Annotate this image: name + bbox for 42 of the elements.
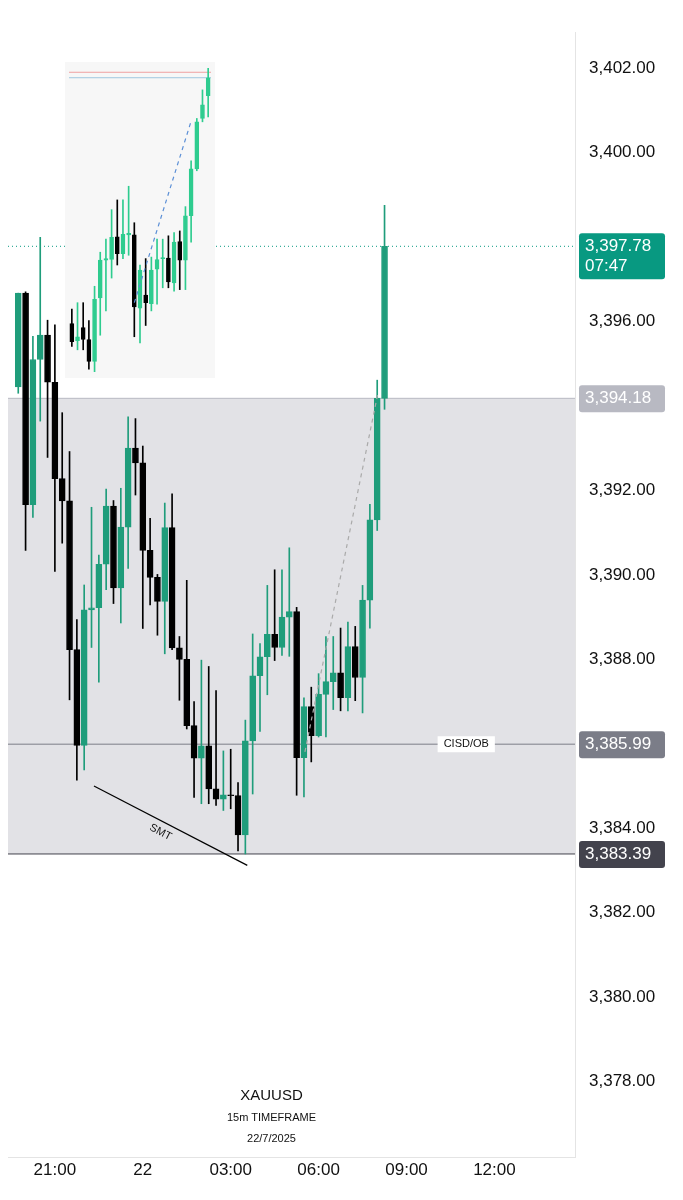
text: SMT: [147, 820, 175, 843]
y-tick-label: 3,402.00: [589, 57, 656, 77]
x-tick-label: 22: [133, 1160, 153, 1180]
text: XAUUSD: [240, 1085, 303, 1103]
text: 15m TIMEFRAME: [226, 1110, 317, 1123]
y-tick-label: 3,392.00: [589, 480, 656, 500]
candlestick: [75, 302, 80, 351]
candlestick: [322, 636, 330, 738]
ref-line-label: 3,397.78 07:47: [585, 235, 652, 275]
x-tick-label: 03:00: [209, 1160, 252, 1180]
ref-line-label: 3,385.99: [585, 733, 652, 753]
ref-line-label: 3,394.18: [585, 388, 652, 408]
candlestick: [227, 748, 235, 810]
candlestick: [264, 585, 271, 696]
candlestick: [103, 238, 109, 312]
candlestick: [36, 237, 44, 422]
candlestick: [131, 222, 137, 338]
candlestick: [143, 258, 149, 326]
x-tick-label: 21:00: [33, 1160, 77, 1180]
candlestick: [285, 547, 293, 657]
candlestick: [166, 235, 171, 289]
x-tick-label: 06:00: [297, 1160, 340, 1180]
y-tick-label: 3,382.00: [589, 902, 656, 922]
y-tick-label: 3,396.00: [589, 311, 656, 331]
candlestick: [109, 209, 114, 279]
candlestick: [183, 206, 188, 290]
x-tick-label: 12:00: [473, 1160, 516, 1180]
y-tick-label: 3,384.00: [589, 817, 656, 837]
candlestick: [58, 412, 66, 544]
annotation: 22/7/2025: [247, 1131, 296, 1144]
candlestick: [149, 256, 154, 312]
y-tick-label: 3,378.00: [589, 1071, 656, 1091]
ref-line-label: 3,383.39: [585, 843, 652, 863]
candlestick: [329, 636, 337, 710]
annotation: CISD/OB: [443, 737, 489, 750]
y-tick-label: 3,390.00: [589, 564, 656, 584]
candlestick: [200, 89, 205, 123]
y-tick-label: 3,388.00: [589, 648, 656, 668]
y-tick-label: 3,400.00: [589, 142, 656, 162]
x-tick-label: 09:00: [385, 1160, 428, 1180]
y-tick-label: 3,380.00: [589, 986, 656, 1006]
candlestick: [92, 285, 97, 372]
